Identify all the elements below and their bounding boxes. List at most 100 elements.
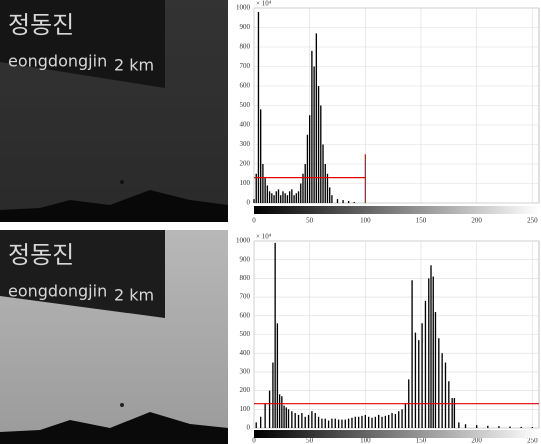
bar xyxy=(325,419,326,428)
bar xyxy=(498,426,499,428)
bar xyxy=(385,416,386,428)
photo-bottom: 정동진 eongdongjin 2 km xyxy=(0,230,228,444)
bar xyxy=(325,164,326,203)
bar xyxy=(435,312,436,428)
bar xyxy=(348,201,349,203)
bar xyxy=(337,199,338,203)
bar xyxy=(361,416,362,428)
bar xyxy=(277,323,278,428)
bar xyxy=(288,409,289,428)
bar xyxy=(338,420,339,428)
bar xyxy=(521,427,522,428)
bar xyxy=(282,191,283,203)
bar xyxy=(348,419,349,428)
bar xyxy=(405,404,406,428)
bar xyxy=(454,398,455,428)
bar xyxy=(286,407,287,428)
bar xyxy=(287,195,288,203)
x-tick-label: 0 xyxy=(252,217,256,225)
y-tick-label: 400 xyxy=(240,121,251,129)
bar xyxy=(465,424,466,428)
bar xyxy=(311,411,312,428)
bar xyxy=(274,243,275,428)
bar xyxy=(318,417,319,428)
bar xyxy=(321,419,322,428)
bar xyxy=(278,189,279,203)
y-tick-label: 100 xyxy=(240,179,251,187)
bar xyxy=(378,415,379,428)
bar xyxy=(283,406,284,428)
bar xyxy=(272,363,273,428)
y-tick-label: 600 xyxy=(240,82,251,90)
bar xyxy=(285,193,286,203)
bar xyxy=(445,363,446,428)
bar xyxy=(441,353,442,428)
x-tick-label: 100 xyxy=(360,217,371,225)
bar xyxy=(256,422,257,428)
bar xyxy=(354,202,355,203)
bar xyxy=(415,333,416,428)
bar xyxy=(451,398,452,428)
gray-bar xyxy=(254,430,539,438)
bar xyxy=(300,184,301,204)
bar xyxy=(509,427,510,428)
bar xyxy=(295,413,296,428)
bar xyxy=(301,413,302,428)
bar xyxy=(335,419,336,428)
bar xyxy=(281,396,282,428)
bar xyxy=(381,417,382,428)
y-tick-label: 0 xyxy=(247,199,251,207)
bar xyxy=(351,418,352,428)
sign-korean: 정동진 xyxy=(8,11,74,39)
y-tick-label: 700 xyxy=(240,62,251,70)
bar xyxy=(342,200,343,203)
figure: 정동진 eongdongjin 2 km 정동진 eongdongjin 2 k… xyxy=(0,0,541,444)
bar xyxy=(298,191,299,203)
bar xyxy=(428,278,429,428)
sign-distance: 2 km xyxy=(114,56,154,75)
bar xyxy=(368,417,369,428)
bar xyxy=(401,409,402,428)
bar xyxy=(331,195,332,203)
bar xyxy=(273,195,274,203)
y-tick-label: 1000 xyxy=(236,4,251,12)
bar xyxy=(487,426,488,428)
bar xyxy=(418,340,419,428)
bar xyxy=(358,417,359,428)
y-tick-label: 300 xyxy=(240,368,251,376)
bar xyxy=(331,419,332,428)
bar xyxy=(328,421,329,428)
y-tick-label: 900 xyxy=(240,255,251,263)
bar xyxy=(311,51,312,203)
x-tick-label: 250 xyxy=(527,217,538,225)
bar xyxy=(355,417,356,428)
bar xyxy=(262,164,263,203)
bar xyxy=(371,418,372,428)
bar xyxy=(279,394,280,428)
bar xyxy=(391,413,392,428)
bar xyxy=(280,195,281,203)
bar xyxy=(291,411,292,428)
bar xyxy=(293,195,294,203)
x-tick-label: 150 xyxy=(416,217,427,225)
y-tick-label: 1000 xyxy=(236,237,251,245)
y-tick-label: 600 xyxy=(240,311,251,319)
y-tick-label: 400 xyxy=(240,349,251,357)
bar xyxy=(411,280,412,428)
bar xyxy=(291,189,292,203)
y-tick-label: 200 xyxy=(240,386,251,394)
bar xyxy=(365,415,366,428)
sign-distance: 2 km xyxy=(114,286,154,305)
y-tick-label: 800 xyxy=(240,43,251,51)
scale-label: × 10⁴ xyxy=(256,233,272,241)
bar xyxy=(296,193,297,203)
photo-top: 정동진 eongdongjin 2 km xyxy=(0,0,228,222)
bar xyxy=(269,391,270,428)
bar xyxy=(315,413,316,428)
bar xyxy=(309,115,310,203)
bar xyxy=(313,67,314,204)
x-tick-label: 200 xyxy=(471,217,482,225)
bar xyxy=(258,12,259,203)
sign-roman: eongdongjin xyxy=(8,52,107,71)
bar xyxy=(476,425,477,428)
